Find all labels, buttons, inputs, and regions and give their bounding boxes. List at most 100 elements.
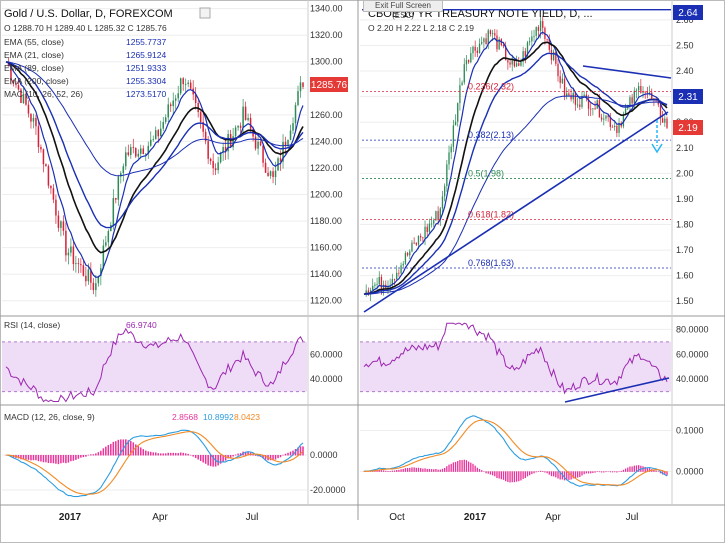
gold-macd-hist-bar-32 — [85, 455, 87, 457]
tnx-candle-body-77 — [531, 36, 533, 42]
gold-macd-hist-bar-79 — [202, 455, 204, 463]
gold-macd-hist-bar-76 — [194, 455, 197, 458]
gold-macd-hist-bar-77 — [197, 455, 199, 460]
tnx-candle-body-26 — [420, 236, 422, 238]
gold-macd-hist-bar-35 — [92, 454, 95, 456]
gold-last-price-box — [310, 77, 348, 92]
tnx-macd-hist-bar-72 — [520, 471, 522, 481]
gold-macd-hist-bar-117 — [297, 447, 299, 456]
gold-signal-line — [5, 431, 304, 495]
tnx-candle-body-47 — [465, 60, 468, 65]
gold-macd-hist-bar-94 — [239, 453, 242, 456]
gold-macd-hist-bar-19 — [52, 455, 55, 464]
gold-candle-body-52 — [135, 148, 137, 157]
gold-macd-hist-bar-44 — [115, 441, 117, 456]
gold-price-tick-label-3: 1180.00 — [310, 216, 342, 226]
tnx-macd-hist-bar-71 — [518, 471, 520, 482]
gold-price-tick-label-0: 1120.00 — [310, 296, 342, 306]
gold-macd-label: MACD (12, 26, close, 9) — [4, 412, 95, 422]
gold-candle-body-10 — [30, 113, 32, 122]
gold-candle-body-66 — [169, 104, 172, 107]
gold-macd-hist-bar-80 — [204, 455, 207, 464]
gold-macd-hist-bar-58 — [149, 451, 152, 456]
gold-macd-hist-bar-14 — [40, 455, 42, 462]
gold-macd-hist-bar-91 — [232, 455, 234, 457]
gold-price-tick-label-6: 1240.00 — [310, 136, 343, 146]
gold-macd-hist-bar-11 — [32, 455, 35, 461]
tnx-macd-hist-bar-69 — [513, 471, 516, 483]
gold-macd-hist-bar-61 — [157, 453, 160, 456]
tnx-macd-hist-bar-18 — [402, 468, 404, 472]
tnx-macd-hist-bar-61 — [496, 471, 498, 479]
gold-rsi-band — [2, 341, 307, 392]
tnx-candle-body-119 — [622, 114, 625, 127]
tnx-rsi-tick-label-0: 40.0000 — [676, 374, 709, 384]
gold-candle-body-111 — [282, 142, 284, 162]
gold-candle-body-69 — [177, 93, 179, 99]
gold-candle-body-104 — [264, 162, 267, 173]
gold-macd-hist-bar-89 — [227, 455, 229, 459]
tnx-candle-body-129 — [644, 91, 646, 93]
tnx-macd-hist-bar-8 — [380, 470, 383, 472]
tnx-macd-hist-bar-86 — [550, 471, 553, 477]
gold-price-tick-label-5: 1220.00 — [310, 163, 343, 173]
tnx-candle-body-86 — [550, 49, 553, 61]
tnx-candle-body-61 — [496, 35, 498, 50]
tnx-macd-hist-bar-122 — [629, 466, 631, 472]
gold-macd-hist-bar-119 — [302, 446, 304, 456]
tnx-macd-hist-bar-41 — [452, 462, 455, 472]
tnx-candle-body-126 — [637, 86, 640, 91]
gold-macd-hist-bar-6 — [20, 455, 22, 460]
series-layer — [5, 15, 668, 498]
tnx-macd-hist-bar-59 — [491, 471, 494, 476]
gold-macd-hist-bar-115 — [292, 450, 294, 456]
tnx-candle-body-65 — [505, 46, 507, 61]
gold-x-label-apr: Apr — [152, 512, 168, 523]
gold-macd-hist-bar-29 — [77, 455, 80, 459]
tnx-macd-hist-bar-36 — [441, 468, 444, 472]
gold-candle-body-58 — [149, 139, 152, 146]
gold-candle-body-83 — [212, 161, 214, 169]
exit-full-screen-button[interactable]: Exit Full Screen (ESC) — [363, 0, 443, 20]
tnx-macd-hist-bar-21 — [409, 467, 411, 472]
tnx-macd-hist-bar-15 — [396, 470, 398, 472]
tnx-candle-body-9 — [382, 284, 385, 290]
tnx-candle-body-116 — [616, 125, 618, 133]
tnx-candle-body-128 — [642, 91, 644, 93]
gold-candle-body-37 — [97, 276, 100, 284]
tnx-macd-hist-bar-107 — [596, 471, 598, 472]
tnx-macd-hist-bar-16 — [398, 469, 400, 472]
tnx-candle-body-104 — [590, 108, 592, 110]
tnx-macd-hist-bar-87 — [552, 471, 555, 477]
gold-candle-body-4 — [15, 83, 17, 86]
gold-candle-body-41 — [107, 231, 110, 243]
tnx-candle-body-36 — [441, 196, 444, 209]
tnx-candle-body-51 — [474, 46, 476, 51]
tnx-candle-body-39 — [448, 152, 450, 165]
tnx-candle-body-88 — [555, 51, 557, 64]
tnx-price-tick-label-10: 2.50 — [676, 40, 694, 50]
tnx-resistance-trendline — [582, 65, 672, 79]
gold-macd-hist-bar-72 — [184, 453, 187, 456]
gold-macd-hist-bar-113 — [287, 452, 289, 456]
gold-candle-body-33 — [87, 269, 90, 282]
tnx-fib-label-0: 0.236(2.32) — [468, 82, 514, 92]
tnx-candle-body-103 — [587, 98, 590, 109]
gold-candle-body-61 — [157, 130, 160, 137]
gold-candle-body-119 — [302, 82, 304, 87]
tnx-candle-body-82 — [542, 21, 544, 28]
gold-candle-body-95 — [242, 106, 244, 128]
gold-macd-hist-bar-97 — [247, 451, 249, 456]
tnx-macd-hist-bar-104 — [590, 471, 592, 474]
tnx-macd-hist-bar-100 — [581, 471, 583, 476]
gold-macd-hist-bar-110 — [279, 455, 282, 458]
gold-settings-icon[interactable] — [199, 7, 211, 19]
tnx-macd-hist-bar-126 — [637, 465, 640, 472]
tnx-macd-hist-bar-139 — [666, 471, 668, 476]
tnx-macd-hist-bar-123 — [631, 466, 633, 472]
gold-macd-hist-bar-81 — [207, 455, 209, 466]
tnx-macd-hist-bar-78 — [533, 471, 535, 474]
tnx-candle-body-49 — [470, 53, 472, 63]
tnx-macd-hist-bar-32 — [433, 469, 435, 472]
